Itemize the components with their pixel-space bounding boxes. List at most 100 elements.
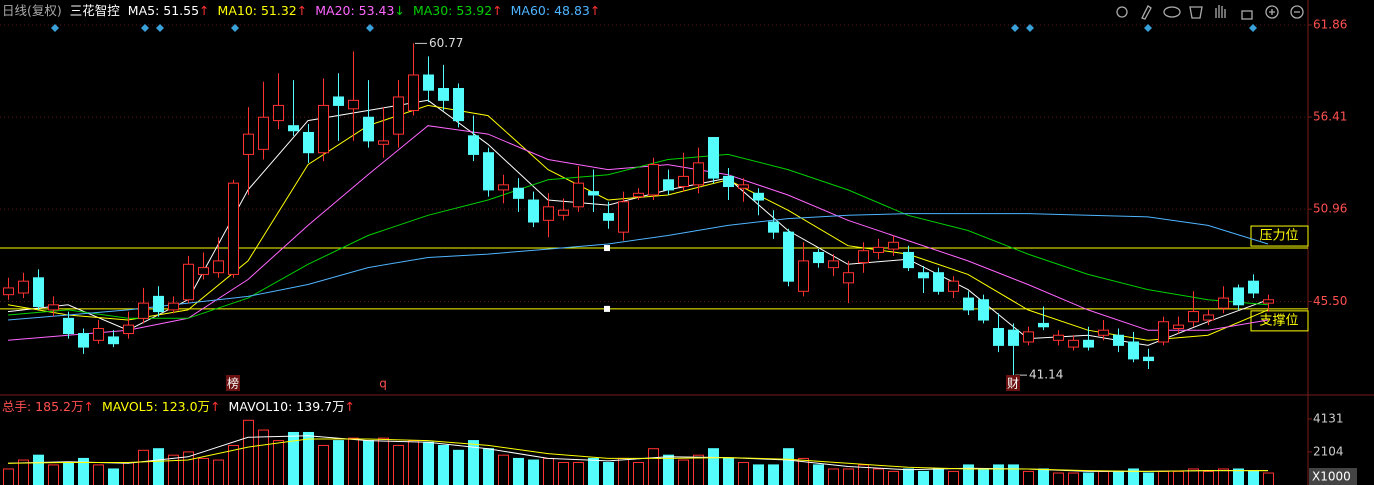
candle-body [963,297,974,311]
candle-body [228,182,239,275]
candle-body [138,302,149,319]
candle-body [1263,299,1274,304]
toolbar [1116,5,1304,20]
header-value: MA60: 48.83 [510,3,590,18]
volume-bar [513,457,524,485]
candle-body [1008,329,1019,346]
volume-bar [468,440,479,485]
event-diamond [231,24,239,32]
candle-body [288,125,299,132]
candle-body [498,184,509,191]
stock-name: 三花智控 [69,3,120,18]
volume-bar [453,449,464,485]
candle-body [543,206,554,221]
volume-bar [993,464,1004,485]
candle-body [573,182,584,208]
lock-icon[interactable] [1241,10,1253,20]
header-arrow: ↑ [344,399,356,414]
volume-bar [933,468,944,485]
candle-body [738,184,749,189]
volume-bar [1158,470,1169,485]
candle-body [888,241,899,250]
volume-bar [708,448,719,485]
volume-bar [858,464,869,485]
candle-body [393,96,404,135]
zoom-out-icon[interactable] [1290,5,1304,19]
volume-bar [1038,468,1049,485]
zoom-in-icon[interactable] [1265,5,1279,19]
candle-body [78,333,89,348]
volume-bar [948,470,959,485]
candle-body [918,272,929,279]
volume-bar [1203,470,1214,485]
candle-body [1173,324,1184,329]
candle-body [333,96,344,106]
vol-unit: X1000 [1312,470,1351,484]
candle-body [558,209,569,216]
volume-bar [1008,464,1019,485]
volume-bar [168,454,179,485]
basket-icon[interactable] [1189,6,1203,19]
candle-body [513,187,524,199]
eye-icon[interactable] [1163,6,1181,18]
candle-body [453,88,464,122]
volume-bar [213,459,224,485]
candle-body [753,192,764,201]
volume-bar [108,468,119,485]
candle-body [798,260,809,292]
volume-bar [18,459,29,485]
ma-line [7,153,1269,319]
marker-label: 榜 [227,376,239,391]
volume-bar [918,470,929,485]
header-value: 总手: 185.2万 [2,399,84,414]
pen-icon[interactable] [1141,5,1152,20]
hand-icon[interactable] [1215,5,1226,18]
volume-bar [78,457,89,485]
header-item: MAVOL5: 123.0万↑ [102,397,221,417]
mavol-line [7,438,1268,472]
volume-bar [1068,472,1079,485]
volume-bar [558,461,569,485]
candle-body [243,133,254,155]
event-diamond [1011,24,1019,32]
volume-bar [678,459,689,485]
volume-bar [423,441,434,485]
unit-box [1309,468,1357,485]
header-item: MA30: 53.92↑ [413,1,503,21]
volume-bar [798,457,809,485]
candle-body [843,272,854,284]
candle-body [1038,322,1049,328]
candle-body [408,74,419,111]
volume-bar [318,444,329,485]
volume-bar [1128,468,1139,485]
header-value: MA20: 53.43 [315,3,395,18]
candle-body [123,324,134,335]
header-arrow: ↑ [83,399,94,414]
volume-bar [483,448,494,485]
volume-bar [753,464,764,485]
candle-body [528,199,539,223]
header-arrow: ↑ [589,3,601,18]
volume-bar [1248,470,1259,485]
annotation-label: 60.77 [429,36,463,50]
volume-bar [588,457,599,485]
candle-body [903,251,914,269]
candle-body [3,287,14,296]
volume-bar [363,440,374,485]
candle-body [213,260,224,274]
candle-body [108,336,119,345]
volume-bar [48,464,59,485]
candle-body [678,175,689,188]
zoom-in-plus [1269,9,1275,15]
header-item: MA60: 48.83↑ [511,1,601,21]
volume-bar [903,468,914,485]
volume-bar [258,429,269,485]
settings-icon[interactable] [1116,6,1128,18]
volume-bar [738,461,749,485]
volume-bar [633,461,644,485]
candle-body [873,246,884,253]
volume-bar [1053,472,1064,485]
candle-body [1143,356,1154,362]
candle-body [648,164,659,196]
